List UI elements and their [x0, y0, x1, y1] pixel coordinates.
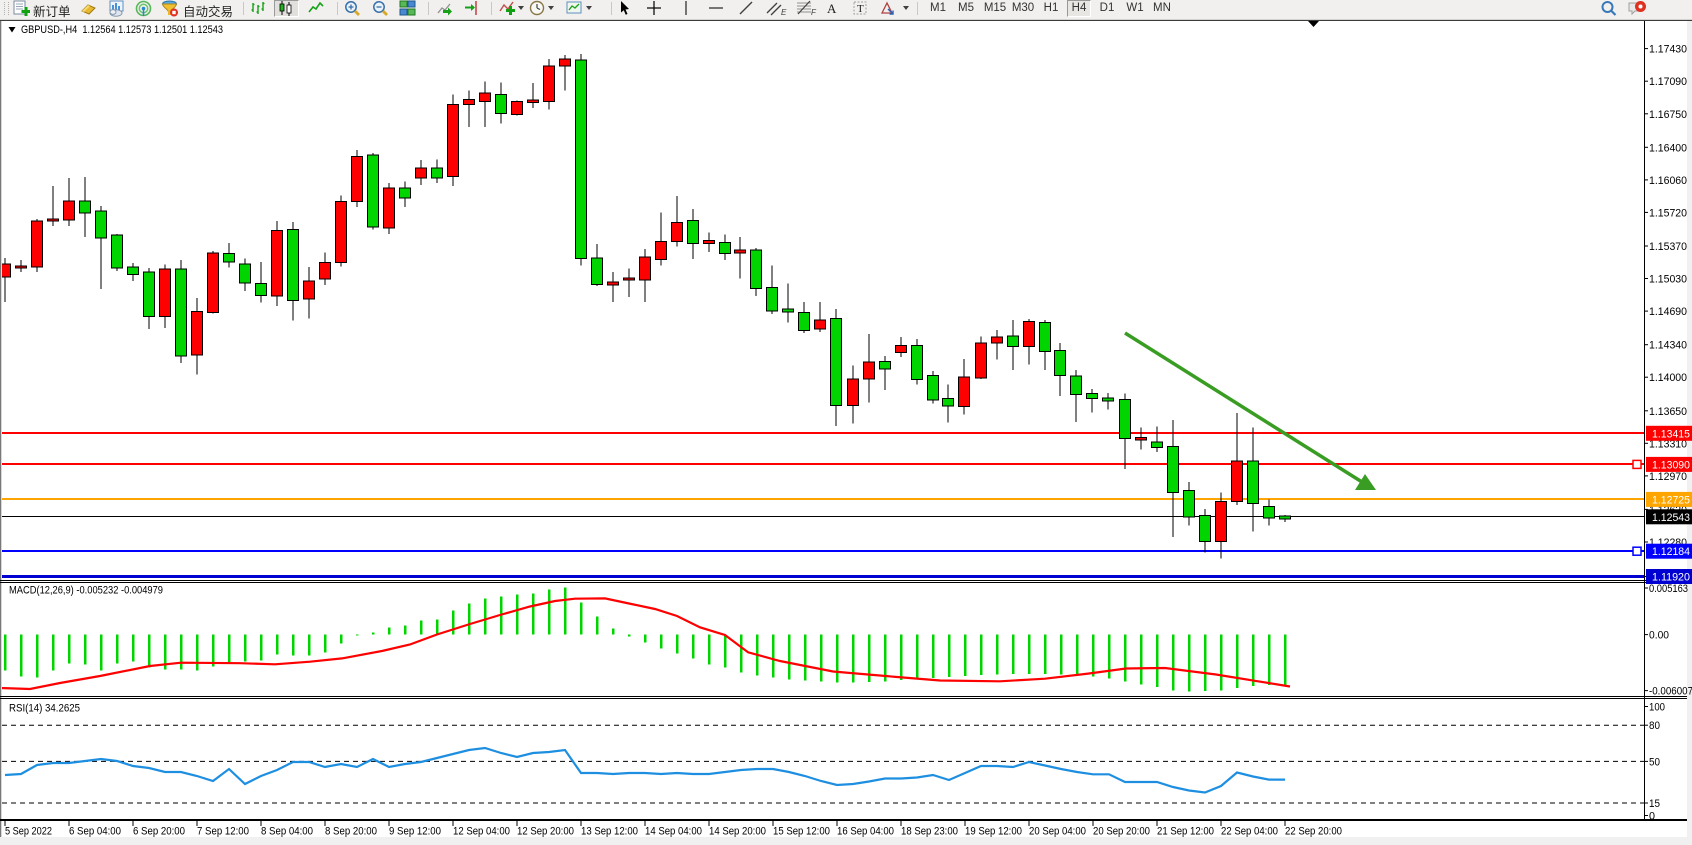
svg-text:5 Sep 2022: 5 Sep 2022 [5, 826, 52, 838]
svg-text:1.17090: 1.17090 [1649, 76, 1687, 88]
svg-text:16 Sep 04:00: 16 Sep 04:00 [837, 826, 894, 838]
svg-text:RSI(14) 34.2625: RSI(14) 34.2625 [9, 703, 80, 715]
svg-text:12 Sep 04:00: 12 Sep 04:00 [453, 826, 510, 838]
svg-text:1.13310: 1.13310 [1649, 438, 1687, 450]
svg-text:1.12725: 1.12725 [1652, 494, 1690, 506]
svg-text:1.15720: 1.15720 [1649, 207, 1687, 219]
svg-text:1.12184: 1.12184 [1652, 546, 1690, 558]
svg-text:50: 50 [1649, 756, 1660, 768]
svg-text:T: T [857, 3, 864, 15]
svg-text:1.14690: 1.14690 [1649, 306, 1687, 318]
svg-text:1.12970: 1.12970 [1649, 471, 1687, 483]
svg-text:0.005163: 0.005163 [1649, 583, 1688, 595]
svg-text:1.14340: 1.14340 [1649, 340, 1687, 352]
svg-text:1.15370: 1.15370 [1649, 241, 1687, 253]
svg-text:18 Sep 23:00: 18 Sep 23:00 [901, 826, 958, 838]
svg-text:-0.006007: -0.006007 [1649, 686, 1692, 698]
svg-text:9 Sep 12:00: 9 Sep 12:00 [389, 826, 441, 838]
svg-text:20 Sep 04:00: 20 Sep 04:00 [1029, 826, 1086, 838]
svg-text:22 Sep 20:00: 22 Sep 20:00 [1285, 826, 1342, 838]
svg-text:MACD(12,26,9) -0.005232 -0.004: MACD(12,26,9) -0.005232 -0.004979 [9, 585, 163, 597]
svg-text:0: 0 [1649, 811, 1655, 823]
svg-text:8 Sep 04:00: 8 Sep 04:00 [261, 826, 313, 838]
svg-text:GBPUSD-,H4 1.12564 1.12573 1.: GBPUSD-,H4 1.12564 1.12573 1.12501 1.125… [21, 24, 223, 36]
svg-text:15 Sep 12:00: 15 Sep 12:00 [773, 826, 830, 838]
svg-text:6 Sep 04:00: 6 Sep 04:00 [69, 826, 121, 838]
svg-text:80: 80 [1649, 720, 1660, 732]
svg-text:1.13650: 1.13650 [1649, 406, 1687, 418]
svg-text:14 Sep 04:00: 14 Sep 04:00 [645, 826, 702, 838]
svg-text:14 Sep 20:00: 14 Sep 20:00 [709, 826, 766, 838]
svg-text:21 Sep 12:00: 21 Sep 12:00 [1157, 826, 1214, 838]
svg-text:1.17430: 1.17430 [1649, 44, 1687, 56]
svg-text:1.16400: 1.16400 [1649, 142, 1687, 154]
svg-text:1.13415: 1.13415 [1652, 428, 1690, 440]
svg-text:15: 15 [1649, 798, 1660, 810]
svg-text:19 Sep 12:00: 19 Sep 12:00 [965, 826, 1022, 838]
svg-text:22 Sep 04:00: 22 Sep 04:00 [1221, 826, 1278, 838]
svg-text:7 Sep 12:00: 7 Sep 12:00 [197, 826, 249, 838]
svg-text:1.16060: 1.16060 [1649, 175, 1687, 187]
svg-text:6 Sep 20:00: 6 Sep 20:00 [133, 826, 185, 838]
svg-text:8 Sep 20:00: 8 Sep 20:00 [325, 826, 377, 838]
svg-text:12 Sep 20:00: 12 Sep 20:00 [517, 826, 574, 838]
svg-text:1.14000: 1.14000 [1649, 372, 1687, 384]
svg-text:1.15030: 1.15030 [1649, 274, 1687, 286]
svg-text:1.11920: 1.11920 [1652, 572, 1690, 584]
svg-text:100: 100 [1649, 702, 1665, 714]
svg-text:20 Sep 20:00: 20 Sep 20:00 [1093, 826, 1150, 838]
svg-text:1.13090: 1.13090 [1652, 459, 1690, 471]
svg-text:0.00: 0.00 [1649, 630, 1669, 642]
svg-text:1.16750: 1.16750 [1649, 109, 1687, 121]
svg-text:1.12543: 1.12543 [1652, 512, 1690, 524]
svg-text:13 Sep 12:00: 13 Sep 12:00 [581, 826, 638, 838]
